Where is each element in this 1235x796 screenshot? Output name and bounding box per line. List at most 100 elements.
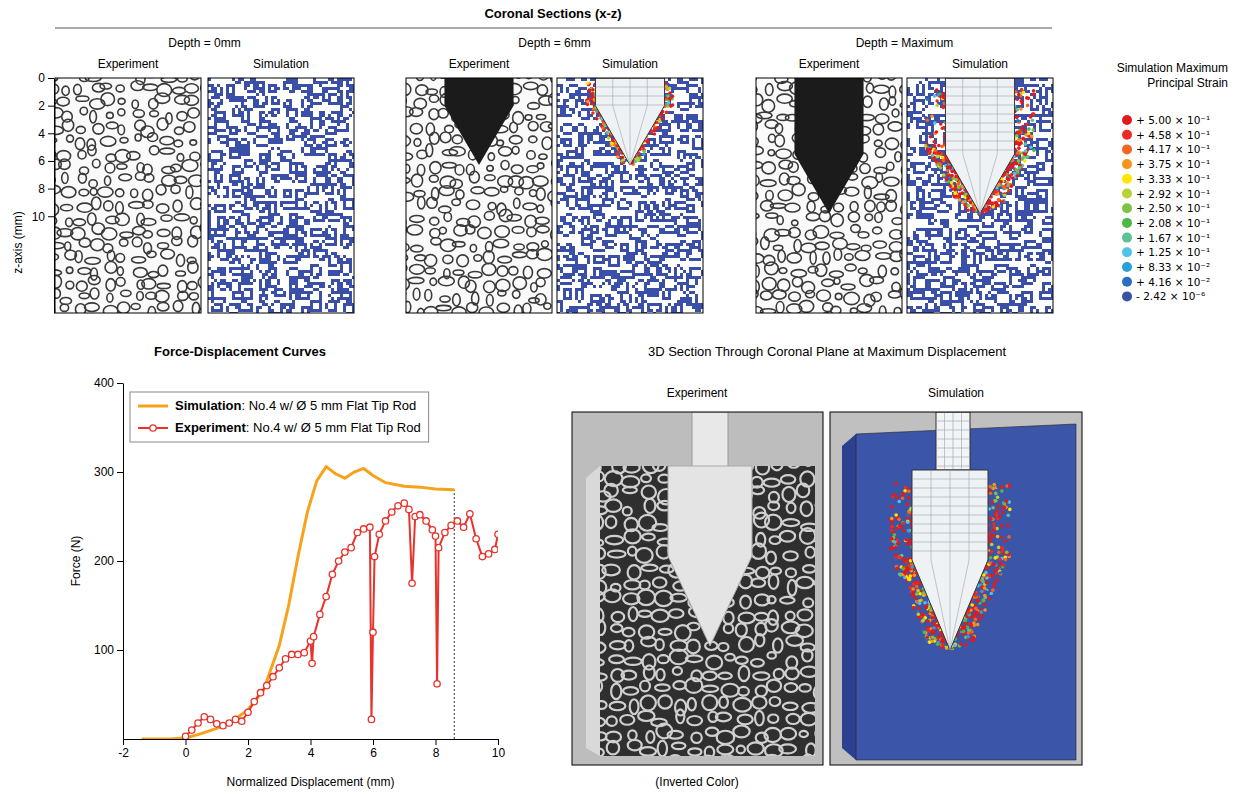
strain-dot xyxy=(616,155,620,159)
strain-dot xyxy=(976,623,980,627)
strain-dot xyxy=(1000,485,1004,489)
block-side xyxy=(842,434,856,760)
strain-dot xyxy=(902,492,906,496)
strain-dot xyxy=(918,585,922,589)
marker xyxy=(295,651,301,657)
rod xyxy=(595,78,664,165)
strain-dot xyxy=(908,510,912,514)
strain-dot xyxy=(1016,169,1020,173)
strain-dot xyxy=(916,609,920,613)
strain-dot xyxy=(906,503,910,507)
experiment-3d xyxy=(572,412,823,765)
tick-label: -2 xyxy=(118,746,129,760)
strain-dot xyxy=(940,145,944,149)
strain-dot xyxy=(1020,88,1024,92)
strain-dot xyxy=(912,606,916,610)
marker xyxy=(434,681,440,687)
strain-dot xyxy=(942,173,946,177)
strain-dot xyxy=(621,156,625,160)
strain-dot xyxy=(989,556,993,560)
strain-dot xyxy=(903,489,907,493)
strain-dot xyxy=(653,132,657,136)
series-line xyxy=(186,503,499,736)
panel-frame xyxy=(830,412,1082,765)
strain-dot xyxy=(921,613,925,617)
strain-dot xyxy=(1031,128,1035,132)
strain-dot xyxy=(962,630,966,634)
strain-dot xyxy=(993,563,997,567)
depth-label: Depth = Maximum xyxy=(856,36,954,50)
strain-dot xyxy=(931,154,935,158)
strain-dot xyxy=(1017,146,1021,150)
strain-dot xyxy=(933,121,937,125)
panel-label: Experiment xyxy=(667,386,728,400)
tick: 10 xyxy=(32,210,54,224)
strain-dot xyxy=(992,483,996,487)
marker xyxy=(323,593,329,599)
tick-label: 8 xyxy=(433,746,440,760)
rod-mesh xyxy=(945,141,1014,142)
strain-dot xyxy=(668,87,672,91)
strain-dot xyxy=(588,88,592,92)
strain-dot xyxy=(904,537,908,541)
strain-dot xyxy=(925,635,929,639)
marker xyxy=(335,558,341,564)
strain-dot xyxy=(1013,172,1017,176)
strain-dot xyxy=(994,190,998,194)
section-title: Coronal Sections (x-z) xyxy=(484,6,621,21)
tick-label: 4 xyxy=(308,746,315,760)
legend-label: + 3.75 × 10⁻¹ xyxy=(1136,158,1210,170)
strain-dot xyxy=(898,524,902,528)
marker xyxy=(417,512,423,518)
strain-dot xyxy=(966,635,970,639)
simulation-section xyxy=(907,78,1053,313)
tick-label: 8 xyxy=(38,182,45,196)
strain-dot xyxy=(1006,177,1010,181)
tick-mark xyxy=(48,189,54,190)
legend-swatch xyxy=(1122,159,1132,169)
strain-dot xyxy=(933,94,937,98)
strain-dot xyxy=(912,582,916,586)
rod-mesh xyxy=(936,466,970,467)
strain-dot xyxy=(1011,176,1015,180)
strain-dot xyxy=(1019,107,1023,111)
marker xyxy=(309,660,315,666)
strain-dot xyxy=(986,566,990,570)
marker xyxy=(454,518,460,524)
strain-dot xyxy=(966,196,970,200)
figure: Coronal Sections (x-z)Depth = 0mmExperim… xyxy=(0,0,1235,796)
legend-label: Experiment: No.4 w/ Ø 5 mm Flat Tip Rod xyxy=(175,420,421,435)
strain-dot xyxy=(913,573,917,577)
panel-label: Experiment xyxy=(799,57,860,71)
legend-swatch xyxy=(1122,262,1132,272)
marker xyxy=(239,718,245,724)
strain-dot xyxy=(997,546,1001,550)
rod-mesh xyxy=(936,457,970,458)
axis-title: z-axis (mm) xyxy=(11,211,25,274)
strain-dot xyxy=(658,120,662,124)
panel-frame xyxy=(55,78,201,313)
strain-dot xyxy=(966,204,970,208)
strain-dot xyxy=(974,618,978,622)
strain-dot xyxy=(954,178,958,182)
strain-dot xyxy=(1031,93,1035,97)
marker xyxy=(301,649,307,655)
rod-mesh xyxy=(980,78,997,213)
strain-dot xyxy=(892,493,896,497)
strain-dot xyxy=(966,636,970,640)
strain-dot xyxy=(916,589,920,593)
panel-bg xyxy=(830,412,1082,765)
tick: 6 xyxy=(38,154,54,168)
strain-dot xyxy=(934,624,938,628)
strain-dot xyxy=(928,640,932,644)
strain-dot xyxy=(935,103,939,107)
strain-dot xyxy=(926,147,930,151)
strain-dot xyxy=(926,619,930,623)
rod-mesh xyxy=(912,488,988,489)
tick-mark xyxy=(48,161,54,162)
strain-dot xyxy=(950,174,954,178)
strain-dot xyxy=(992,534,996,538)
tick-mark xyxy=(436,739,437,745)
strain-dot xyxy=(997,198,1001,202)
simulation-3d xyxy=(830,412,1082,765)
